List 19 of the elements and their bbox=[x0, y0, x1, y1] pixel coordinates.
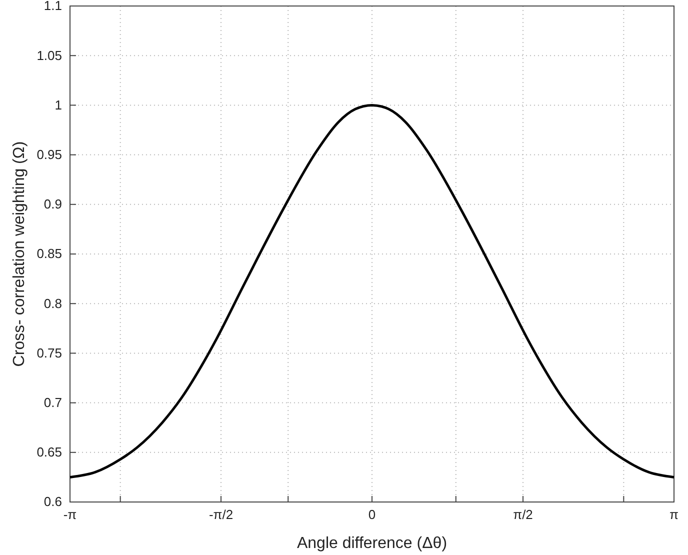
y-tick-label: 0.6 bbox=[44, 494, 62, 510]
y-tick-label: 0.9 bbox=[44, 196, 62, 212]
x-tick-label: -π bbox=[63, 507, 77, 522]
y-tick-label: 0.7 bbox=[44, 394, 62, 410]
y-tick-label: 0.8 bbox=[44, 296, 62, 311]
y-tick-label: 0.65 bbox=[36, 444, 62, 460]
y-tick-label: 1 bbox=[54, 97, 62, 112]
x-axis-title: Angle difference (Δθ) bbox=[296, 535, 448, 552]
x-tick-label: π bbox=[670, 507, 679, 522]
y-tick-label: 1.05 bbox=[36, 48, 62, 63]
y-tick-label: 1.1 bbox=[44, 0, 62, 14]
y-tick-label: 0.85 bbox=[36, 246, 62, 262]
y-axis-title: Cross- correlation weighting (Ω) bbox=[11, 141, 28, 367]
y-tick-label: 0.75 bbox=[36, 345, 62, 360]
x-tick-label: π/2 bbox=[513, 507, 533, 522]
line-series bbox=[68, 104, 676, 478]
x-tick-label: 0 bbox=[368, 507, 376, 522]
y-tick-label: 0.95 bbox=[36, 146, 62, 162]
x-tick-label: -π/2 bbox=[208, 507, 234, 522]
